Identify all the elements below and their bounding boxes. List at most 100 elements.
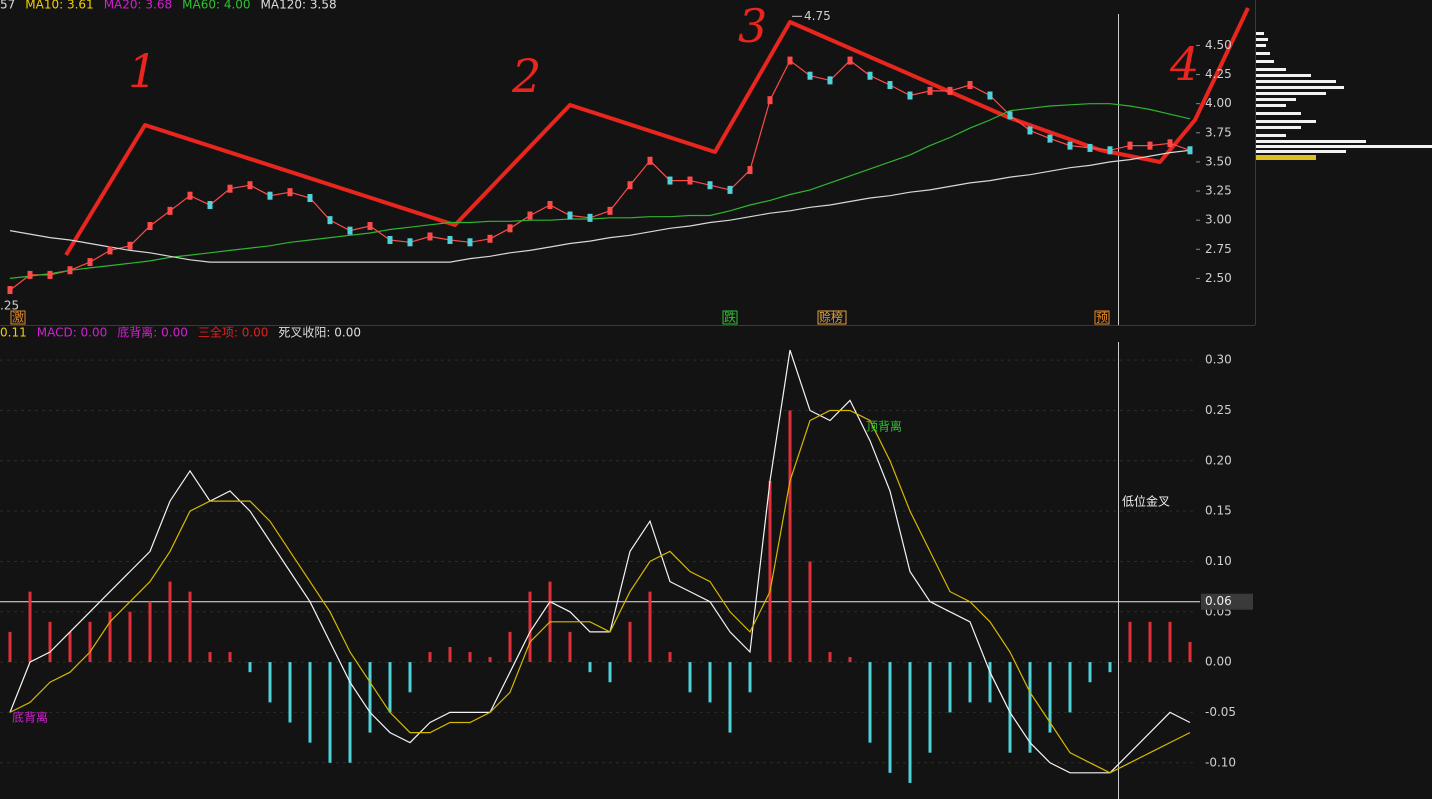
y-tick-label: 0.00 [1205,655,1232,669]
price-point [727,185,733,194]
price-point [1047,134,1053,143]
price-point [747,166,753,175]
signal-marker: 预 [1096,311,1108,325]
hand-annotation: 3 [738,0,767,53]
price-point [27,270,33,279]
signal-marker: 赊榜 [819,310,843,325]
price-point [647,156,653,165]
macd-bar [248,662,252,673]
price-point [667,176,673,185]
macd-bar [628,621,632,663]
macd-bar [328,662,332,763]
price-point [927,86,933,95]
macd-bar [948,662,952,713]
y-tick-label: 2.75 [1205,242,1232,256]
macd-bar [1008,662,1012,753]
macd-bar [908,662,912,783]
price-point [427,232,433,241]
macd-bar [348,662,352,763]
y-tick-label: 0.25 [1205,403,1232,417]
price-point [987,91,993,100]
header-label: MACD: 0.00 [37,326,108,340]
macd-bar [988,662,992,703]
price-point [767,96,773,105]
header-label: 底背离: 0.00 [117,325,188,340]
price-point [147,221,153,230]
price-point [187,191,193,200]
price-point [1167,139,1173,148]
macd-bar [1188,641,1192,663]
macd-bar [128,611,132,663]
macd-bar [748,662,752,693]
macd-bar [388,662,392,713]
header-label: 57 [0,0,15,12]
price-point [367,221,373,230]
macd-bar [1148,621,1152,663]
macd-bar [1048,662,1052,733]
price-point [87,258,93,267]
price-point [247,181,253,190]
reference-tag [1201,593,1253,610]
price-point [1107,146,1113,155]
price-point [1147,141,1153,150]
price-point [807,71,813,80]
signal-marker-box [817,310,847,325]
header-label: 0.11 [0,326,27,340]
macd-bar [828,652,832,663]
y-tick-label: 0.15 [1205,504,1232,518]
price-point [467,238,473,247]
price-point [547,201,553,210]
macd-bar [1068,662,1072,713]
macd-bar [708,662,712,703]
macd-bar [688,662,692,693]
price-point [307,194,313,203]
macd-annotation: 低位金叉 [1122,494,1170,509]
header-label: MA20: 3.68 [104,0,172,12]
hand-drawn-trend [64,7,1250,257]
macd-bar [1168,621,1172,663]
price-point [587,213,593,222]
price-point [287,188,293,197]
macd-bar [488,657,492,663]
macd-bar [408,662,412,693]
macd-bar [868,662,872,743]
price-point [107,246,113,255]
price-point [947,86,953,95]
series-line [9,409,1191,774]
signal-marker-box [10,310,26,325]
macd-bar [308,662,312,743]
macd-bar [768,480,772,663]
macd-bar [108,611,112,663]
macd-bar [8,631,12,663]
max-price-label: 4.75 [804,9,831,23]
macd-bar [1128,621,1132,663]
macd-bar [1028,662,1032,753]
macd-bar [608,662,612,683]
header-label: MA10: 3.61 [25,0,93,12]
macd-bar [148,601,152,663]
price-point [7,286,13,295]
price-point [1027,126,1033,135]
price-point [887,81,893,90]
reference-label: 0.06 [1205,594,1232,608]
signal-marker: 激 [12,311,24,325]
macd-bar [368,662,372,733]
y-tick-label: 4.50 [1205,38,1232,52]
price-point [1127,141,1133,150]
series-line [9,349,1191,774]
hand-annotation: 2 [511,49,541,103]
volume-profile [1256,32,1432,160]
y-tick-label: 0.10 [1205,554,1232,568]
price-point [847,56,853,65]
macd-bar [208,652,212,663]
hand-annotation: 4 [1169,37,1199,91]
price-point [507,224,513,233]
series-line [9,103,1191,279]
header-label: 死叉收阳: 0.00 [278,326,361,340]
macd-bar [848,657,852,663]
macd-annotation: 顶背离 [866,419,902,434]
price-point [567,211,573,220]
price-point [67,266,73,275]
y-tick-label: 4.25 [1205,67,1232,81]
macd-bar [68,631,72,663]
